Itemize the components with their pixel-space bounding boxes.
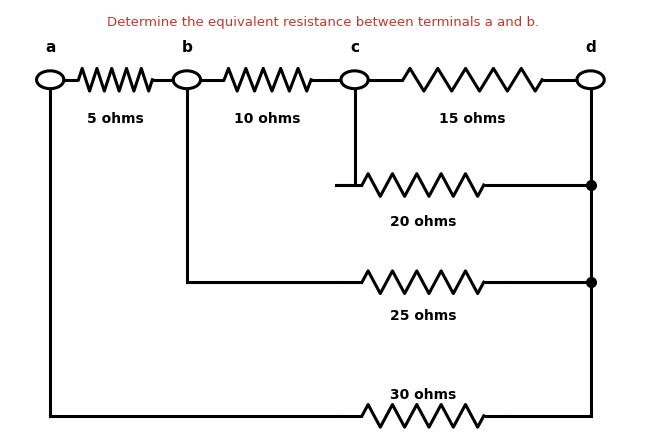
Circle shape (39, 72, 62, 87)
Circle shape (579, 72, 602, 87)
Text: 20 ohms: 20 ohms (389, 215, 456, 230)
Text: a: a (45, 40, 56, 55)
Text: d: d (585, 40, 596, 55)
Text: 25 ohms: 25 ohms (389, 308, 456, 323)
Text: 5 ohms: 5 ohms (87, 112, 144, 126)
Circle shape (343, 72, 366, 87)
Text: Determine the equivalent resistance between terminals a and b.: Determine the equivalent resistance betw… (107, 16, 540, 28)
Text: b: b (181, 40, 192, 55)
Text: c: c (350, 40, 359, 55)
Text: 15 ohms: 15 ohms (439, 112, 506, 126)
Text: 10 ohms: 10 ohms (234, 112, 301, 126)
Text: 30 ohms: 30 ohms (389, 388, 456, 401)
Circle shape (175, 72, 199, 87)
